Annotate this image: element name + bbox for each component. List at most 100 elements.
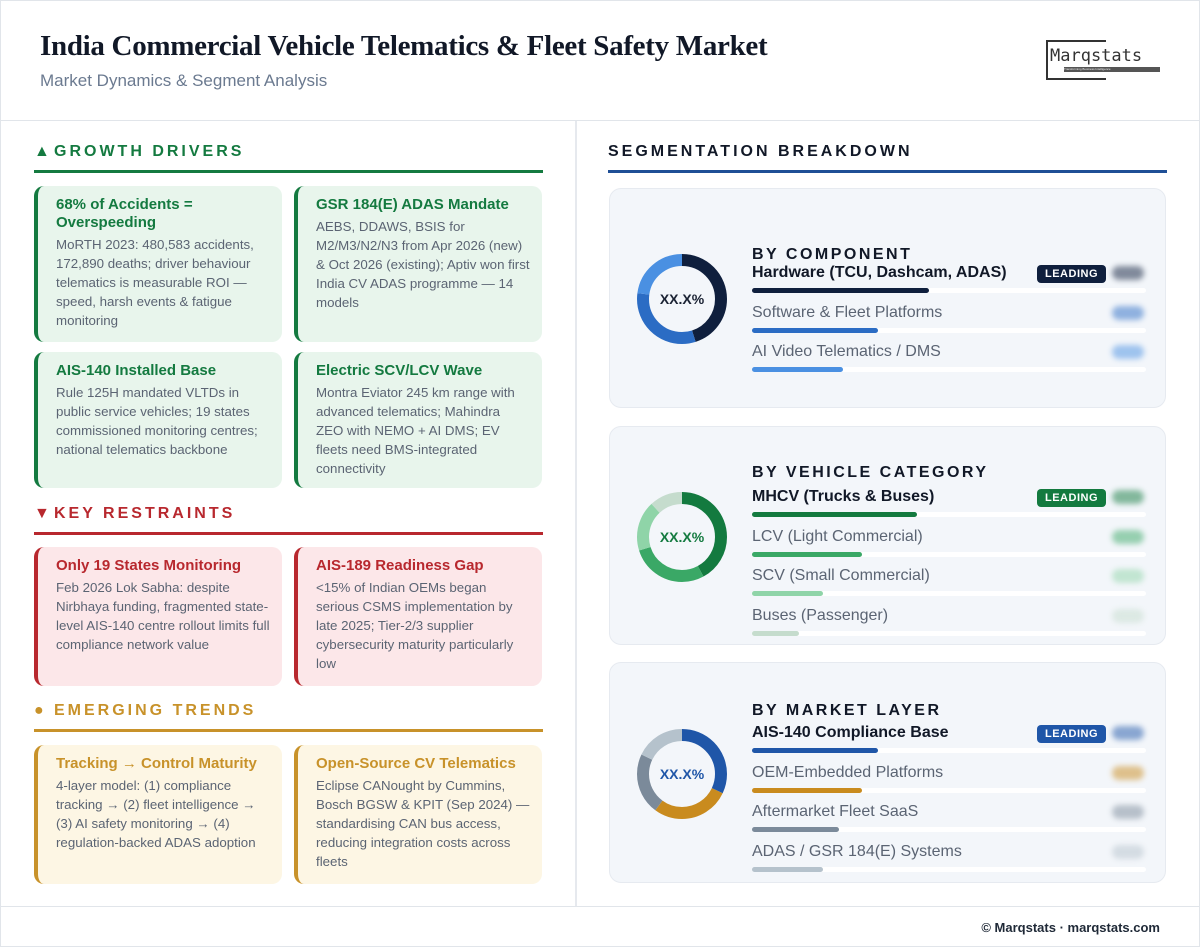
share-bar-fill: [752, 512, 918, 517]
donut-chart: [637, 492, 727, 582]
card-title: Electric SCV/LCV Wave: [316, 362, 483, 379]
card-title: GSR 184(E) ADAS Mandate: [316, 196, 509, 213]
segment-card: XX.X% BY MARKET LAYER AIS-140 Compliance B…: [609, 662, 1166, 883]
card-text: AEBS, DDAWS, BSIS for M2/M3/N2/N3 from A…: [316, 219, 530, 310]
segment-label: AIS-140 Compliance Base: [752, 724, 949, 741]
blurred-value: [1112, 490, 1144, 504]
segment-title: BY MARKET LAYER: [752, 702, 942, 719]
share-bar-fill: [752, 367, 843, 372]
blurred-value: [1112, 569, 1144, 583]
trends-card: Tracking → Control Maturity 4-layer model…: [34, 745, 282, 884]
card-title: Tracking → Control Maturity: [56, 755, 257, 772]
share-bar-track: [752, 748, 1146, 753]
share-bar-fill: [752, 327, 879, 333]
leading-badge: LEADING: [1037, 725, 1106, 743]
share-bar-track: [752, 827, 1146, 832]
share-bar-track: [752, 367, 1146, 372]
logo-tagline: Transforming Business Intelligence: [1064, 67, 1160, 72]
segment-label: OEM-Embedded Platforms: [752, 763, 944, 781]
share-bar-fill: [752, 866, 823, 872]
blurred-value: [1112, 529, 1144, 544]
blurred-value: [1112, 608, 1144, 623]
segment-row: Buses (Passenger): [752, 607, 1146, 647]
share-bar-fill: [752, 748, 879, 753]
drivers-card: Electric SCV/LCV Wave Montra Eviator 245 …: [294, 352, 542, 488]
footer: © Marqstats · marqstats.com: [0, 906, 1200, 947]
segment-row: ADAS / GSR 184(E) Systems: [752, 843, 1146, 883]
card-title: AIS-140 Installed Base: [56, 362, 217, 379]
drivers-card: GSR 184(E) ADAS Mandate AEBS, DDAWS, BSIS…: [294, 186, 542, 342]
blurred-value: [1112, 844, 1144, 859]
donut: XX.X%: [635, 727, 729, 821]
blurred-value: [1112, 765, 1144, 780]
card-text: 4-layer model: (1) compliance tracking →…: [56, 778, 256, 850]
card-text: Montra Eviator 245 km range with advance…: [316, 385, 515, 476]
restraints-card: Only 19 States Monitoring Feb 2026 Lok Sa…: [34, 547, 282, 686]
blurred-value: [1112, 305, 1144, 320]
footer-copyright: © Marqstats · marqstats.com: [981, 920, 1160, 935]
segment-label: SCV (Small Commercial): [752, 567, 930, 584]
circle-icon: ●: [34, 702, 47, 719]
segmentation-divider: [608, 170, 1167, 173]
trends-title: EMERGING TRENDS: [54, 702, 257, 719]
donut-chart: [637, 254, 727, 344]
card-title: Open-Source CV Telematics: [316, 755, 516, 772]
share-bar-fill: [752, 630, 800, 636]
segment-row: Aftermarket Fleet SaaS: [752, 803, 1146, 843]
segmentation-title: SEGMENTATION BREAKDOWN: [608, 143, 913, 160]
blurred-value: [1112, 266, 1144, 280]
segment-label: Buses (Passenger): [752, 606, 889, 624]
segment-title: BY COMPONENT: [752, 246, 913, 263]
donut-segment: [637, 729, 727, 819]
donut: XX.X%: [635, 252, 729, 346]
segment-label: Aftermarket Fleet SaaS: [752, 803, 919, 820]
donut-center-value: XX.X%: [659, 766, 705, 782]
share-bar-fill: [752, 551, 863, 557]
segment-label: Hardware (TCU, Dashcam, ADAS): [752, 264, 1007, 281]
share-bar-track: [752, 288, 1146, 293]
segment-label: ADAS / GSR 184(E) Systems: [752, 842, 962, 860]
card-text: <15% of Indian OEMs began serious CSMS i…: [316, 580, 514, 671]
share-bar-fill: [752, 591, 823, 596]
leading-badge: LEADING: [1037, 265, 1106, 283]
share-bar-track: [752, 787, 1146, 793]
triangle-down-icon: ▼: [34, 505, 53, 522]
restraints-title: KEY RESTRAINTS: [54, 505, 236, 522]
segment-row: AIS-140 Compliance Base LEADING: [752, 724, 1146, 764]
card-text: Rule 125H mandated VLTDs in public servi…: [56, 385, 258, 457]
share-bar-track: [752, 866, 1146, 872]
segment-title: BY VEHICLE CATEGORY: [752, 464, 989, 481]
card-title: AIS-189 Readiness Gap: [316, 557, 484, 574]
blurred-value: [1112, 345, 1144, 359]
share-bar-fill: [752, 787, 863, 793]
blurred-value: [1112, 805, 1144, 819]
header: India Commercial Vehicle Telematics & Fl…: [0, 0, 1200, 121]
share-bar-track: [752, 512, 1146, 517]
trends-divider: [34, 729, 543, 732]
card-title: Only 19 States Monitoring: [56, 557, 242, 574]
share-bar-fill: [752, 827, 839, 832]
drivers-heading: ▲GROWTH DRIVERS: [34, 143, 543, 165]
donut-segment: [637, 254, 727, 344]
restraints-card: AIS-189 Readiness Gap <15% of Indian OEMs…: [294, 547, 542, 686]
donut-segment: [637, 729, 727, 819]
logo-frame: [1046, 40, 1106, 80]
donut: XX.X%: [635, 490, 729, 584]
triangle-up-icon: ▲: [34, 143, 53, 160]
leading-badge: LEADING: [1037, 489, 1106, 507]
donut-center-value: XX.X%: [659, 529, 705, 545]
segment-label: LCV (Light Commercial): [752, 527, 923, 545]
donut-segment: [637, 492, 727, 582]
donut-segment: [637, 254, 727, 344]
marqstats-logo: Marqstats Transforming Business Intellig…: [1046, 40, 1162, 80]
drivers-card: AIS-140 Installed Base Rule 125H mandated…: [34, 352, 282, 488]
segment-row: OEM-Embedded Platforms: [752, 764, 1146, 804]
card-text: Feb 2026 Lok Sabha: despite Nirbhaya fun…: [56, 580, 270, 652]
donut-segment: [637, 492, 727, 582]
donut-segment: [637, 492, 727, 582]
segment-label: AI Video Telematics / DMS: [752, 343, 941, 360]
share-bar-track: [752, 630, 1146, 636]
page-subtitle: Market Dynamics & Segment Analysis: [40, 71, 328, 90]
donut-segment: [637, 729, 727, 819]
share-bar-track: [752, 591, 1146, 596]
